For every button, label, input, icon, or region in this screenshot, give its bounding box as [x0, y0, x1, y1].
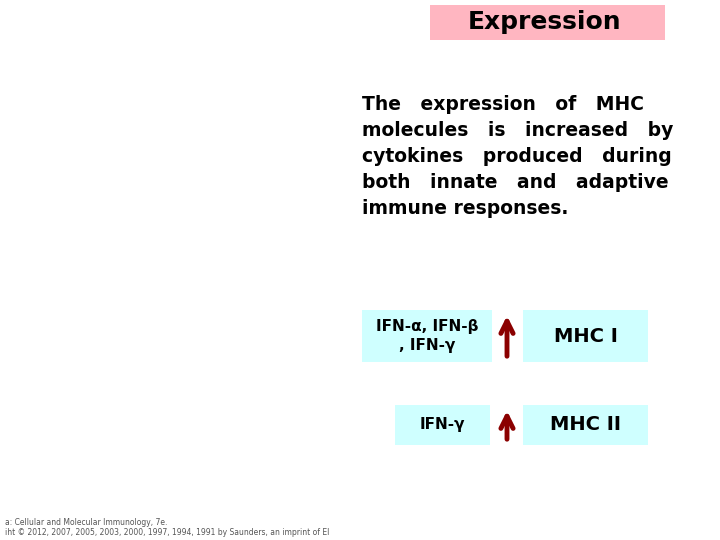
Text: IFN-γ: IFN-γ: [420, 417, 465, 433]
FancyBboxPatch shape: [395, 405, 490, 445]
Text: MHC I: MHC I: [554, 327, 618, 346]
Text: IFN-α, IFN-β
, IFN-γ: IFN-α, IFN-β , IFN-γ: [376, 319, 478, 353]
Text: immune responses.: immune responses.: [362, 199, 568, 218]
Text: both   innate   and   adaptive: both innate and adaptive: [362, 173, 669, 192]
Text: MHC II: MHC II: [550, 415, 621, 435]
FancyBboxPatch shape: [355, 0, 720, 540]
FancyBboxPatch shape: [430, 5, 665, 40]
FancyBboxPatch shape: [523, 405, 648, 445]
Text: cytokines   produced   during: cytokines produced during: [362, 147, 672, 166]
FancyBboxPatch shape: [362, 310, 492, 362]
Text: The   expression   of   MHC: The expression of MHC: [362, 95, 644, 114]
Text: Expression: Expression: [468, 10, 622, 34]
FancyBboxPatch shape: [523, 310, 648, 362]
FancyBboxPatch shape: [0, 0, 355, 540]
Text: a: Cellular and Molecular Immunology, 7e.
iht © 2012, 2007, 2005, 2003, 2000, 19: a: Cellular and Molecular Immunology, 7e…: [5, 518, 329, 537]
Text: molecules   is   increased   by: molecules is increased by: [362, 121, 673, 140]
